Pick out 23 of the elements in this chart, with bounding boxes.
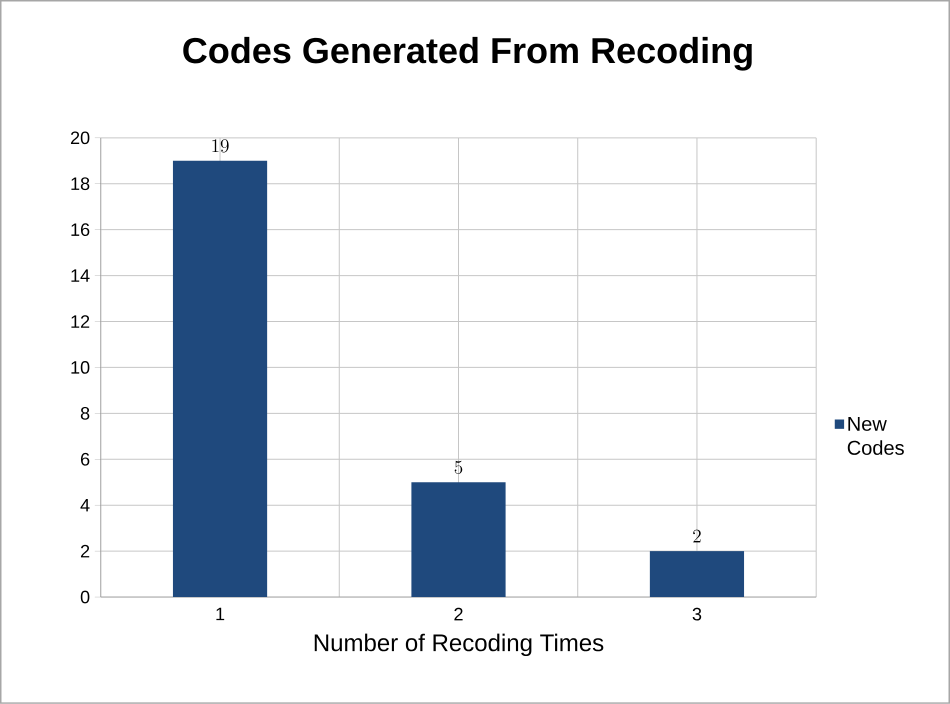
data-label: 2 [693, 530, 701, 542]
y-tick-label: 16 [71, 223, 90, 236]
x-tick-label: 3 [692, 608, 702, 621]
x-axis-title: Number of Recoding Times [314, 634, 604, 656]
bar [650, 551, 744, 598]
y-tick-label: 8 [80, 407, 90, 420]
y-tick-label: 4 [80, 499, 90, 512]
chart-title: Codes Generated From Recoding [183, 36, 752, 71]
legend-label: New Codes [848, 417, 904, 455]
data-label: 5 [454, 460, 462, 474]
y-tick-label: 10 [71, 361, 90, 374]
bar [172, 160, 268, 598]
y-tick-label: 12 [71, 315, 90, 328]
y-tick-label: 2 [80, 544, 90, 558]
y-tick-label: 18 [71, 177, 90, 190]
y-tick-label: 0 [80, 590, 90, 604]
y-tick-label: 6 [80, 452, 90, 466]
x-tick-label: 1 [216, 608, 224, 620]
y-tick-label: 20 [70, 132, 90, 144]
x-tick-label: 2 [454, 608, 463, 620]
bar [411, 482, 506, 598]
y-tick-label: 14 [71, 269, 90, 282]
data-label: 19 [212, 139, 229, 153]
